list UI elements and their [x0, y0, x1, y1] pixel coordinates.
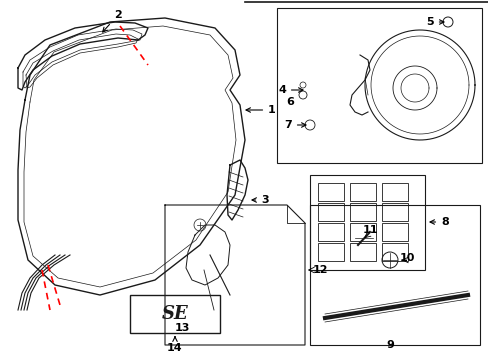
- Text: 1: 1: [245, 105, 275, 115]
- Text: 2: 2: [102, 10, 122, 32]
- Text: 5: 5: [426, 17, 443, 27]
- Bar: [309, 175, 424, 270]
- Text: 7: 7: [284, 120, 305, 130]
- Bar: [317, 223, 343, 241]
- Text: 4: 4: [278, 85, 303, 95]
- Bar: [309, 205, 479, 345]
- Text: 10: 10: [399, 253, 414, 263]
- Bar: [381, 183, 407, 201]
- Bar: [317, 243, 343, 261]
- Text: 13: 13: [174, 323, 189, 333]
- Bar: [276, 8, 481, 163]
- Bar: [317, 203, 343, 221]
- Bar: [349, 243, 375, 261]
- Bar: [381, 243, 407, 261]
- Bar: [349, 203, 375, 221]
- Text: 8: 8: [429, 217, 448, 227]
- Text: 3: 3: [251, 195, 268, 205]
- Bar: [317, 183, 343, 201]
- Text: 14: 14: [167, 337, 183, 353]
- Text: SE: SE: [162, 305, 188, 323]
- Text: 9: 9: [385, 340, 393, 350]
- Bar: [381, 223, 407, 241]
- Bar: [349, 183, 375, 201]
- Bar: [130, 295, 220, 333]
- Bar: [349, 223, 375, 241]
- Bar: [381, 203, 407, 221]
- Text: 12: 12: [312, 265, 327, 275]
- Text: 11: 11: [362, 225, 377, 235]
- Text: 6: 6: [285, 97, 293, 107]
